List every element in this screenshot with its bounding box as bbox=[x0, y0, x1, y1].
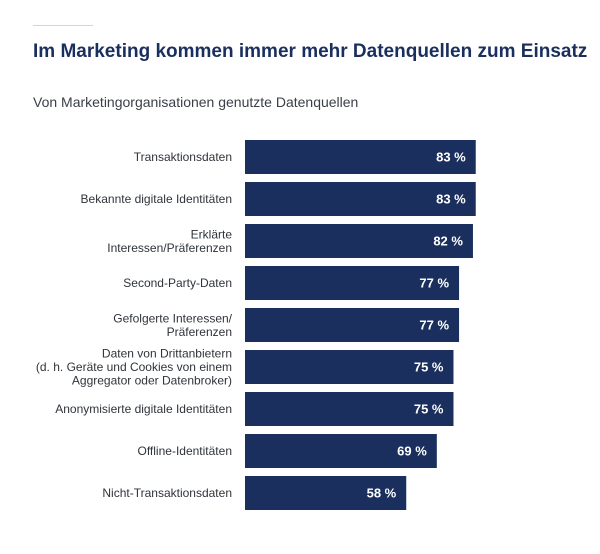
category-label-line: Second-Party-Daten bbox=[123, 276, 232, 290]
category-label: Erklärte Interessen/Präferenzen bbox=[107, 227, 232, 255]
bar-value-label: 83 % bbox=[436, 192, 466, 207]
category-label-line: Nicht-Transaktionsdaten bbox=[102, 486, 232, 500]
category-label-line: Offline-Identitäten bbox=[137, 444, 232, 458]
category-label: Gefolgerte Interessen/Präferenzen bbox=[113, 311, 232, 339]
bar-group: 75 % Anonymisierte digitale Identitäten bbox=[55, 392, 454, 426]
bar-group: 69 % Offline-Identitäten bbox=[137, 434, 437, 468]
bar bbox=[245, 392, 454, 426]
bar-value-label: 77 % bbox=[419, 318, 449, 333]
category-label-line: (d. h. Geräte und Cookies von einem bbox=[36, 360, 232, 374]
bar bbox=[245, 224, 473, 258]
bar-value-label: 69 % bbox=[397, 444, 427, 459]
bar-value-label: 83 % bbox=[436, 150, 466, 165]
chart-title: Im Marketing kommen immer mehr Datenquel… bbox=[33, 41, 588, 62]
bar bbox=[245, 476, 407, 510]
category-label-line: Aggregator oder Datenbroker) bbox=[72, 374, 232, 388]
category-label-line: Transaktionsdaten bbox=[134, 150, 232, 164]
bar-group: 83 % Transaktionsdaten bbox=[134, 140, 476, 174]
bar-value-label: 75 % bbox=[414, 402, 444, 417]
bar bbox=[245, 308, 460, 342]
category-label-line: Interessen/Präferenzen bbox=[107, 241, 232, 255]
bar bbox=[245, 350, 454, 384]
bar-value-label: 82 % bbox=[433, 234, 463, 249]
category-label-line: Präferenzen bbox=[167, 325, 232, 339]
category-label: Transaktionsdaten bbox=[134, 150, 232, 164]
header-divider bbox=[33, 25, 93, 26]
bar-group: 77 % Second-Party-Daten bbox=[123, 266, 460, 300]
bar bbox=[245, 266, 460, 300]
category-label: Anonymisierte digitale Identitäten bbox=[55, 402, 232, 416]
category-label: Daten von Drittanbietern (d. h. Geräte un… bbox=[36, 347, 232, 388]
category-label-line: Erklärte bbox=[191, 227, 233, 241]
category-label-line: Bekannte digitale Identitäten bbox=[81, 192, 232, 206]
bar-value-label: 75 % bbox=[414, 360, 444, 375]
bar-group: 77 % Gefolgerte Interessen/Präferenzen bbox=[113, 308, 460, 342]
category-label: Bekannte digitale Identitäten bbox=[81, 192, 232, 206]
bar bbox=[245, 182, 476, 216]
bar-group: 83 % Bekannte digitale Identitäten bbox=[81, 182, 476, 216]
category-label: Second-Party-Daten bbox=[123, 276, 232, 290]
bar-value-label: 77 % bbox=[419, 276, 449, 291]
category-label-line: Anonymisierte digitale Identitäten bbox=[55, 402, 232, 416]
chart-subtitle: Von Marketingorganisationen genutzte Dat… bbox=[33, 94, 359, 110]
category-label: Offline-Identitäten bbox=[137, 444, 232, 458]
bar-group: 58 % Nicht-Transaktionsdaten bbox=[102, 476, 407, 510]
category-label: Nicht-Transaktionsdaten bbox=[102, 486, 232, 500]
bar bbox=[245, 140, 476, 174]
bar-group: 82 % Erklärte Interessen/Präferenzen bbox=[107, 224, 473, 258]
category-label-line: Gefolgerte Interessen/ bbox=[113, 311, 232, 325]
bar bbox=[245, 434, 437, 468]
bar-group: 75 % Daten von Drittanbietern (d. h. Gerät… bbox=[36, 347, 454, 388]
bar-value-label: 58 % bbox=[367, 486, 397, 501]
category-label-line: Daten von Drittanbietern bbox=[102, 347, 232, 361]
